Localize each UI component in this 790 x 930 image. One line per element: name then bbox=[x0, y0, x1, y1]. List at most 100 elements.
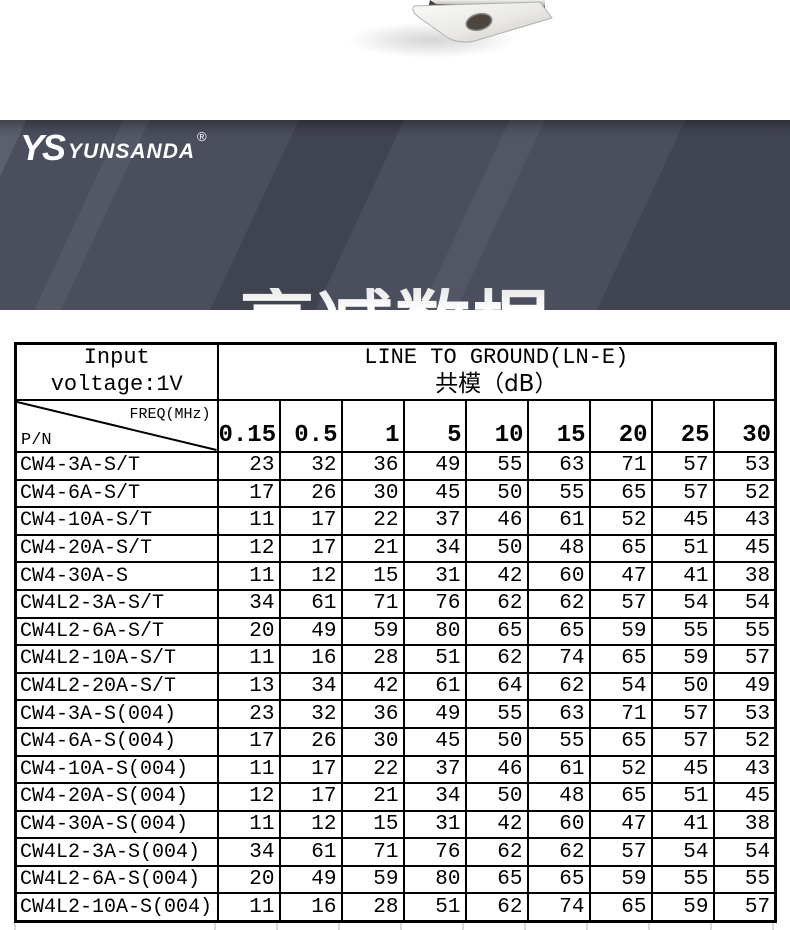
value-cell: 62 bbox=[464, 644, 529, 674]
part-number-cell: CW4L2-20A-S/T bbox=[14, 671, 219, 702]
value-cell: 54 bbox=[588, 671, 653, 702]
table-row: CW4-30A-S 11 12 15 31 42 60 47 41 38 bbox=[14, 561, 777, 591]
value-cell: 65 bbox=[588, 478, 653, 509]
value-cell: 47 bbox=[588, 561, 653, 591]
value-cell: 59 bbox=[650, 892, 715, 923]
table-row: CW4L2-6A-S(004) 20 49 59 80 65 65 59 55 … bbox=[14, 864, 777, 895]
value-cell: 61 bbox=[526, 754, 591, 785]
value-cell: 17 bbox=[278, 754, 343, 785]
value-cell: 50 bbox=[464, 782, 529, 812]
value-cell: 34 bbox=[216, 588, 281, 619]
value-cell: 62 bbox=[464, 892, 529, 923]
part-number-cell: CW4-3A-S(004) bbox=[14, 699, 219, 729]
value-cell: 47 bbox=[588, 809, 653, 840]
product-photo-strip bbox=[0, 0, 790, 120]
value-cell: 59 bbox=[650, 644, 715, 674]
table-row: CW4L2-20A-S/T 13 34 42 61 64 62 54 50 49 bbox=[14, 671, 777, 702]
value-cell: 23 bbox=[216, 699, 281, 729]
value-cell: 61 bbox=[526, 506, 591, 536]
value-cell: 13 bbox=[216, 671, 281, 702]
value-cell: 55 bbox=[712, 864, 777, 895]
value-cell: 54 bbox=[650, 837, 715, 867]
part-number-cell: CW4-10A-S(004) bbox=[14, 754, 219, 785]
value-cell: 71 bbox=[340, 837, 405, 867]
table-row: CW4L2-6A-S/T 20 49 59 80 65 65 59 55 55 bbox=[14, 616, 777, 647]
value-cell: 62 bbox=[464, 588, 529, 619]
value-cell: 17 bbox=[278, 506, 343, 536]
value-cell: 45 bbox=[650, 506, 715, 536]
value-cell: 48 bbox=[526, 782, 591, 812]
value-cell: 26 bbox=[278, 478, 343, 509]
value-cell: 45 bbox=[712, 782, 777, 812]
value-cell: 38 bbox=[712, 561, 777, 591]
value-cell: 50 bbox=[464, 726, 529, 757]
value-cell: 65 bbox=[588, 644, 653, 674]
value-cell: 11 bbox=[216, 561, 281, 591]
value-cell: 54 bbox=[712, 588, 777, 619]
value-cell: 57 bbox=[650, 699, 715, 729]
value-cell: 52 bbox=[712, 478, 777, 509]
value-cell: 51 bbox=[402, 644, 467, 674]
attenuation-table: Input voltage:1V LINE TO GROUND(LN-E) 共模… bbox=[14, 342, 778, 923]
value-cell: 45 bbox=[712, 533, 777, 564]
value-cell: 65 bbox=[526, 864, 591, 895]
pn-axis-label: P/N bbox=[21, 430, 52, 450]
value-cell: 34 bbox=[402, 533, 467, 564]
value-cell: 32 bbox=[278, 699, 343, 729]
value-cell: 28 bbox=[340, 644, 405, 674]
value-cell: 45 bbox=[402, 478, 467, 509]
value-cell: 53 bbox=[712, 450, 777, 481]
filter-device-corner-image bbox=[347, 0, 553, 58]
value-cell: 51 bbox=[650, 533, 715, 564]
value-cell: 71 bbox=[588, 450, 653, 481]
value-cell: 55 bbox=[650, 616, 715, 647]
value-cell: 41 bbox=[650, 809, 715, 840]
value-cell: 57 bbox=[588, 837, 653, 867]
value-cell: 55 bbox=[712, 616, 777, 647]
value-cell: 20 bbox=[216, 864, 281, 895]
value-cell: 80 bbox=[402, 616, 467, 647]
value-cell: 54 bbox=[712, 837, 777, 867]
value-cell: 49 bbox=[402, 699, 467, 729]
value-cell: 41 bbox=[650, 561, 715, 591]
value-cell: 11 bbox=[216, 809, 281, 840]
value-cell: 28 bbox=[340, 892, 405, 923]
value-cell: 34 bbox=[216, 837, 281, 867]
value-cell: 55 bbox=[650, 864, 715, 895]
value-cell: 57 bbox=[650, 450, 715, 481]
value-cell: 15 bbox=[340, 561, 405, 591]
freq-col-header: 10 bbox=[464, 398, 529, 453]
value-cell: 61 bbox=[278, 837, 343, 867]
value-cell: 48 bbox=[526, 533, 591, 564]
value-cell: 51 bbox=[650, 782, 715, 812]
part-number-cell: CW4-6A-S(004) bbox=[14, 726, 219, 757]
part-number-cell: CW4-30A-S bbox=[14, 561, 219, 591]
value-cell: 37 bbox=[402, 506, 467, 536]
value-cell: 49 bbox=[278, 616, 343, 647]
value-cell: 59 bbox=[588, 616, 653, 647]
value-cell: 65 bbox=[588, 533, 653, 564]
value-cell: 26 bbox=[278, 726, 343, 757]
value-cell: 17 bbox=[278, 533, 343, 564]
table-row: CW4-6A-S(004) 17 26 30 45 50 55 65 57 52 bbox=[14, 726, 777, 757]
freq-col-header: 30 bbox=[712, 398, 777, 453]
value-cell: 21 bbox=[340, 533, 405, 564]
value-cell: 55 bbox=[464, 699, 529, 729]
freq-col-header: 20 bbox=[588, 398, 653, 453]
value-cell: 16 bbox=[278, 892, 343, 923]
value-cell: 50 bbox=[464, 478, 529, 509]
value-cell: 51 bbox=[402, 892, 467, 923]
value-cell: 52 bbox=[588, 754, 653, 785]
value-cell: 20 bbox=[216, 616, 281, 647]
value-cell: 60 bbox=[526, 561, 591, 591]
value-cell: 12 bbox=[216, 533, 281, 564]
value-cell: 23 bbox=[216, 450, 281, 481]
value-cell: 11 bbox=[216, 644, 281, 674]
table-row: CW4-20A-S(004) 12 17 21 34 50 48 65 51 4… bbox=[14, 782, 777, 812]
value-cell: 55 bbox=[464, 450, 529, 481]
value-cell: 55 bbox=[526, 726, 591, 757]
value-cell: 37 bbox=[402, 754, 467, 785]
value-cell: 71 bbox=[588, 699, 653, 729]
value-cell: 49 bbox=[402, 450, 467, 481]
cutoff-next-row-hint bbox=[14, 922, 776, 930]
